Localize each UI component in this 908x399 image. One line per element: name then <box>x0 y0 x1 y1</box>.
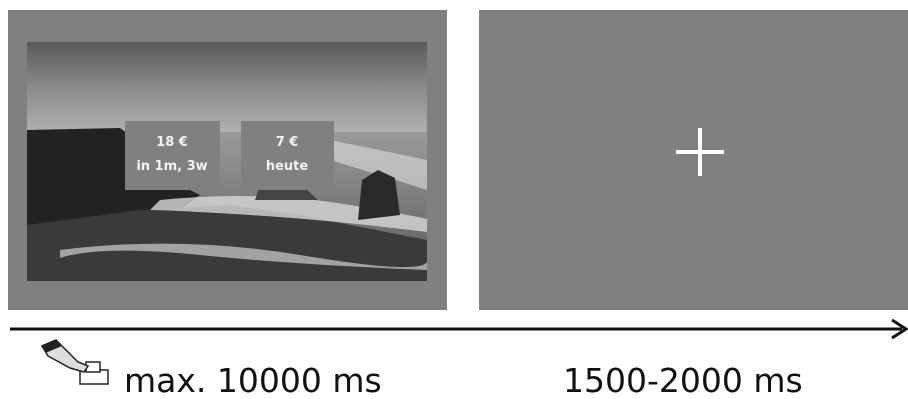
duration-label: max. 10000 ms <box>124 361 382 399</box>
paradigm-diagram: 18 € in 1m, 3w 7 € heute max. 10000 ms 1… <box>0 0 908 399</box>
option-delay: in 1m, 3w <box>136 159 207 174</box>
landscape-photo <box>27 42 429 281</box>
fixation-screen <box>479 10 908 310</box>
option-amount: 7 € <box>276 135 299 150</box>
option-amount: 18 € <box>156 135 188 150</box>
duration-label: 1500-2000 ms <box>563 361 803 399</box>
option-box <box>125 121 220 190</box>
keypress-icon <box>42 340 108 384</box>
option-box <box>241 121 334 190</box>
option-delay: heute <box>266 159 309 174</box>
